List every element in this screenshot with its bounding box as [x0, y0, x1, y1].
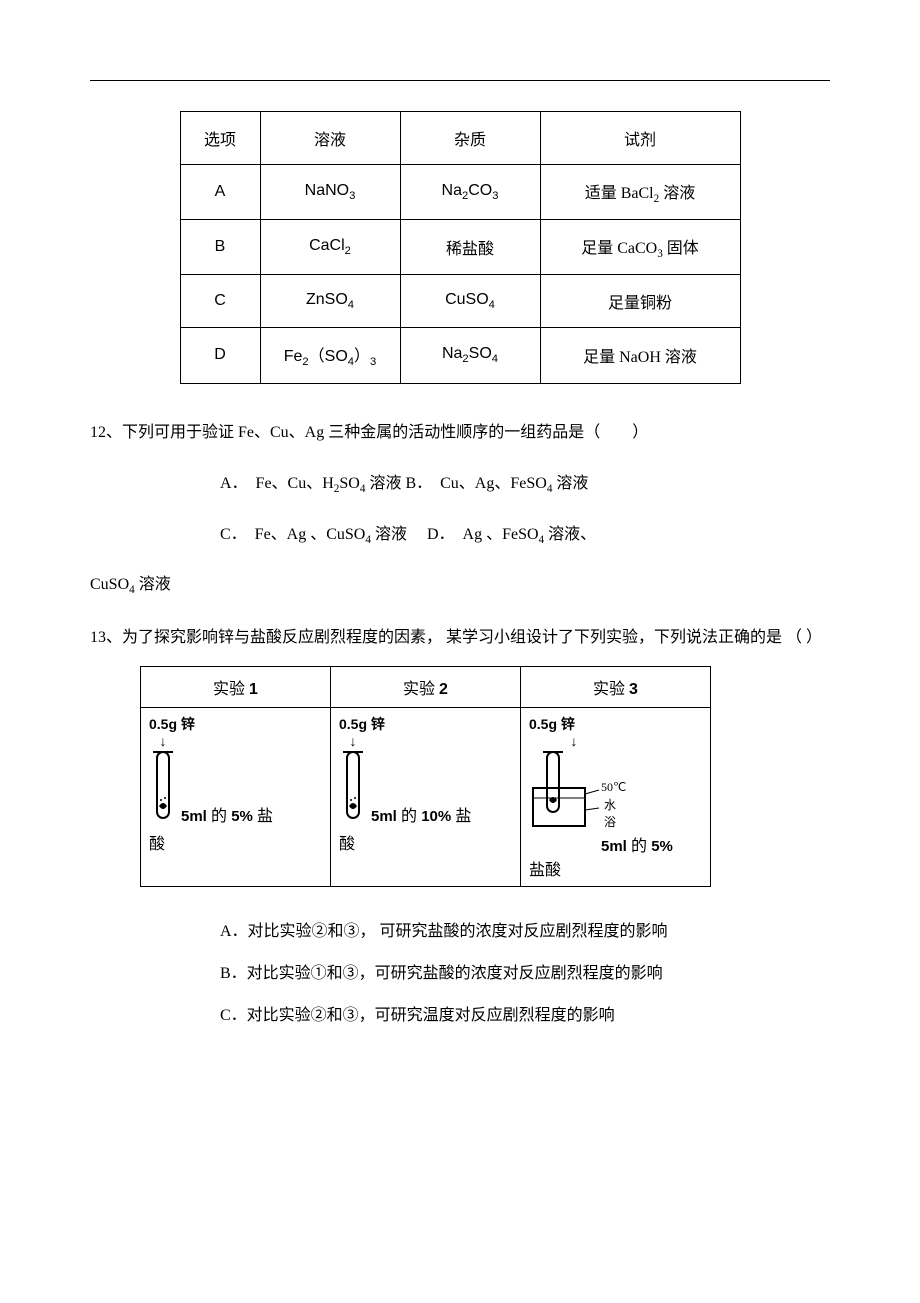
q12-options-line1: A． Fe、Cu、H2SO4 溶液 B． Cu、Ag、FeSO4 溶液 [220, 465, 830, 503]
th-option: 选项 [180, 112, 260, 165]
th-impurity: 杂质 [400, 112, 540, 165]
exp-cell-3: 0.5g 锌 ↓ 50℃ [521, 708, 711, 887]
cell-opt: B [180, 220, 260, 275]
arrow-icon: ↓ [339, 736, 367, 750]
cap-tail: 盐 [257, 808, 273, 825]
cell-rea: 足量 NaOH 溶液 [540, 328, 740, 383]
cap2-tail2: 酸 [339, 830, 512, 854]
q12-tail: CuSO4 溶液 [90, 566, 830, 604]
bath-water: 水浴 [601, 796, 619, 830]
q12-b: B． Cu、Ag、FeSO4 溶液 [405, 475, 588, 492]
cell-imp: CuSO4 [400, 275, 540, 328]
q13-opt-b: B．对比实验①和③，可研究盐酸的浓度对反应剧烈程度的影响 [220, 953, 830, 995]
cell-rea: 适量 BaCl2 溶液 [540, 165, 740, 220]
q13-stem: 13、为了探究影响锌与盐酸反应剧烈程度的因素， 某学习小组设计了下列实验，下列说… [90, 622, 830, 654]
exp-cell-2: 0.5g 锌 ↓ 5ml 的 10% 盐 酸 [331, 708, 521, 887]
exp-header-3: 实验 3 [521, 667, 711, 708]
cell-imp: Na2SO4 [400, 328, 540, 383]
zn-label: 0.5g 锌 [529, 714, 702, 734]
q12-options-line2: C． Fe、Ag 、CuSO4 溶液 D． Ag 、FeSO4 溶液、 [220, 516, 830, 554]
q13-options: A．对比实验②和③， 可研究盐酸的浓度对反应剧烈程度的影响 B．对比实验①和③，… [220, 911, 830, 1036]
cell-sol: CaCl2 [260, 220, 400, 275]
cap1-tail2: 酸 [149, 830, 322, 854]
bath-temp: 50℃ [601, 780, 626, 795]
exp-header-2: 实验 2 [331, 667, 521, 708]
table-header-row: 选项 溶液 杂质 试剂 [180, 112, 740, 165]
test-tube-icon [339, 750, 367, 830]
experiment-table: 实验 1 实验 2 实验 3 0.5g 锌 ↓ 5ml 的 5% 盐 [140, 666, 711, 887]
zn-label: 0.5g 锌 [339, 714, 512, 734]
arrow-icon: ↓ [149, 736, 177, 750]
cell-opt: C [180, 275, 260, 328]
table-row: A NaNO3 Na2CO3 适量 BaCl2 溶液 [180, 165, 740, 220]
th-reagent: 试剂 [540, 112, 740, 165]
exp-header-row: 实验 1 实验 2 实验 3 [141, 667, 711, 708]
cell-opt: D [180, 328, 260, 383]
cell-sol: NaNO3 [260, 165, 400, 220]
q12-stem: 12、下列可用于验证 Fe、Cu、Ag 三种金属的活动性顺序的一组药品是（ ） [90, 412, 830, 454]
zn-label: 0.5g 锌 [149, 714, 322, 734]
cell-sol: ZnSO4 [260, 275, 400, 328]
cell-rea: 足量 CaCO3 固体 [540, 220, 740, 275]
cell-opt: A [180, 165, 260, 220]
top-rule [90, 80, 830, 81]
cap3-tail: 盐酸 [529, 856, 702, 880]
q13-opt-c: C．对比实验②和③，可研究温度对反应剧烈程度的影响 [220, 995, 830, 1037]
test-tube-icon [149, 750, 177, 830]
impurity-table: 选项 溶液 杂质 试剂 A NaNO3 Na2CO3 适量 BaCl2 溶液 B… [180, 111, 741, 384]
table-row: D Fe2（SO4）3 Na2SO4 足量 NaOH 溶液 [180, 328, 740, 383]
table-row: C ZnSO4 CuSO4 足量铜粉 [180, 275, 740, 328]
arrow-icon: ↓ [529, 736, 619, 750]
q12-d: D． Ag 、FeSO4 溶液、 [427, 526, 596, 543]
cell-imp: 稀盐酸 [400, 220, 540, 275]
q12-c: C． Fe、Ag 、CuSO4 溶液 [220, 526, 423, 543]
cell-imp: Na2CO3 [400, 165, 540, 220]
q13-opt-a: A．对比实验②和③， 可研究盐酸的浓度对反应剧烈程度的影响 [220, 911, 830, 953]
exp1-caption: 5ml 的 5% 盐 [181, 802, 273, 826]
exp-cell-1: 0.5g 锌 ↓ 5ml 的 5% 盐 酸 [141, 708, 331, 887]
table-row: B CaCl2 稀盐酸 足量 CaCO3 固体 [180, 220, 740, 275]
th-solution: 溶液 [260, 112, 400, 165]
exp2-caption: 5ml 的 10% 盐 [371, 802, 471, 826]
exp-body-row: 0.5g 锌 ↓ 5ml 的 5% 盐 酸 0.5g 锌 [141, 708, 711, 887]
cell-sol: Fe2（SO4）3 [260, 328, 400, 383]
exp-header-1: 实验 1 [141, 667, 331, 708]
q12-a: A． Fe、Cu、H2SO4 溶液 [220, 475, 401, 492]
cell-rea: 足量铜粉 [540, 275, 740, 328]
